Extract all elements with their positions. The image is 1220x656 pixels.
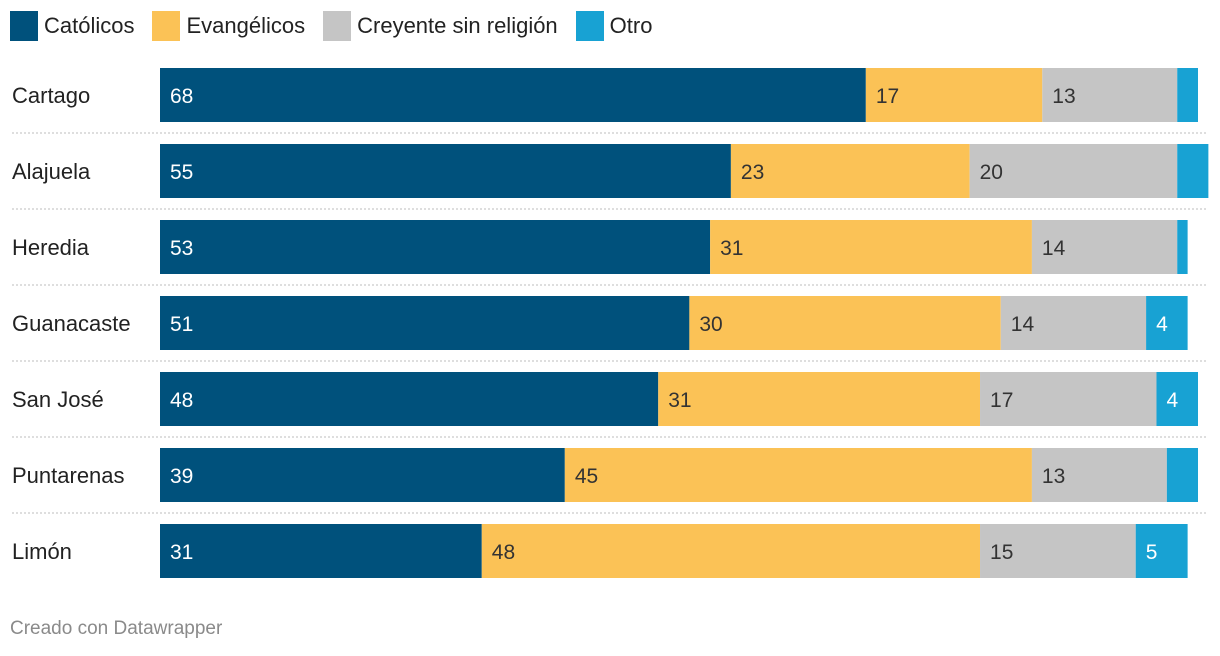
value-label: 39 <box>170 465 193 488</box>
value-label: 53 <box>170 237 193 260</box>
legend-item: Católicos <box>10 11 134 41</box>
bar-segment <box>865 68 1043 122</box>
bar-segment <box>160 448 565 502</box>
legend-item: Otro <box>575 11 653 41</box>
value-label: 14 <box>1011 313 1035 336</box>
value-label: 23 <box>741 161 764 184</box>
bar-segment <box>1042 68 1178 122</box>
bar-segment <box>1166 448 1198 502</box>
bar-segment <box>160 296 690 350</box>
bar-segment <box>160 220 711 274</box>
value-label: 48 <box>170 389 193 412</box>
value-label: 13 <box>1042 465 1065 488</box>
value-label: 45 <box>575 465 598 488</box>
value-label: 4 <box>1166 389 1178 412</box>
legend: Católicos Evangélicos Creyente sin religió… <box>10 10 670 42</box>
legend-label: Evangélicos <box>186 13 306 38</box>
bar-segment <box>160 524 482 578</box>
bar-segment <box>1031 220 1178 274</box>
value-label: 15 <box>990 541 1013 564</box>
bar-segment <box>980 372 1157 426</box>
bar-segment <box>1177 220 1188 274</box>
category-label: Cartago <box>12 83 90 108</box>
bar-segment <box>160 144 731 198</box>
value-label: 68 <box>170 85 193 108</box>
legend-swatch <box>10 11 38 41</box>
legend-label: Católicos <box>44 13 135 38</box>
bar-segment <box>969 144 1178 198</box>
value-label: 51 <box>170 313 193 336</box>
bar-segment <box>689 296 1001 350</box>
bar-segment <box>160 68 866 122</box>
value-label: 48 <box>492 541 515 564</box>
legend-label: Otro <box>609 13 653 38</box>
bar-segment <box>1146 296 1188 350</box>
category-label: Guanacaste <box>12 311 131 336</box>
category-label: San José <box>12 387 104 412</box>
bar-segment <box>710 220 1032 274</box>
value-label: 31 <box>170 541 193 564</box>
legend-item: Creyente sin religión <box>323 11 558 41</box>
value-label: 4 <box>1156 313 1168 336</box>
value-label: 13 <box>1052 85 1075 108</box>
value-label: 17 <box>876 85 899 108</box>
bar-segment <box>1177 144 1209 198</box>
legend-item: Evangélicos <box>152 11 305 41</box>
legend-label: Creyente sin religión <box>357 13 558 38</box>
bar-segment <box>564 448 1032 502</box>
stacked-bar-chart: Cartago 68 17 13 Alajuela 55 23 20 Heredia 53 31 14… <box>12 68 1209 578</box>
value-label: 30 <box>699 313 722 336</box>
value-label: 20 <box>980 161 1003 184</box>
bar-segment <box>1156 372 1198 426</box>
bar-segment <box>160 372 659 426</box>
category-label: Heredia <box>12 235 90 260</box>
footer-credit: Creado con Datawrapper <box>10 618 223 639</box>
value-label: 17 <box>990 389 1013 412</box>
bar-segment <box>1135 524 1188 578</box>
value-label: 31 <box>668 389 691 412</box>
bar-segment <box>1000 296 1147 350</box>
legend-swatch <box>323 11 352 41</box>
bar-segment <box>980 524 1136 578</box>
bar-segment <box>481 524 981 578</box>
bar-segment <box>1031 448 1167 502</box>
bar-segment <box>658 372 981 426</box>
legend-swatch <box>575 11 604 41</box>
value-label: 31 <box>720 237 743 260</box>
category-label: Puntarenas <box>12 463 125 488</box>
legend-swatch <box>152 11 181 41</box>
bar-segment <box>730 144 970 198</box>
value-label: 14 <box>1042 237 1066 260</box>
value-label: 5 <box>1146 541 1158 564</box>
value-label: 55 <box>170 161 193 184</box>
category-label: Limón <box>12 539 72 564</box>
category-label: Alajuela <box>12 159 91 184</box>
bar-segment <box>1177 68 1198 122</box>
